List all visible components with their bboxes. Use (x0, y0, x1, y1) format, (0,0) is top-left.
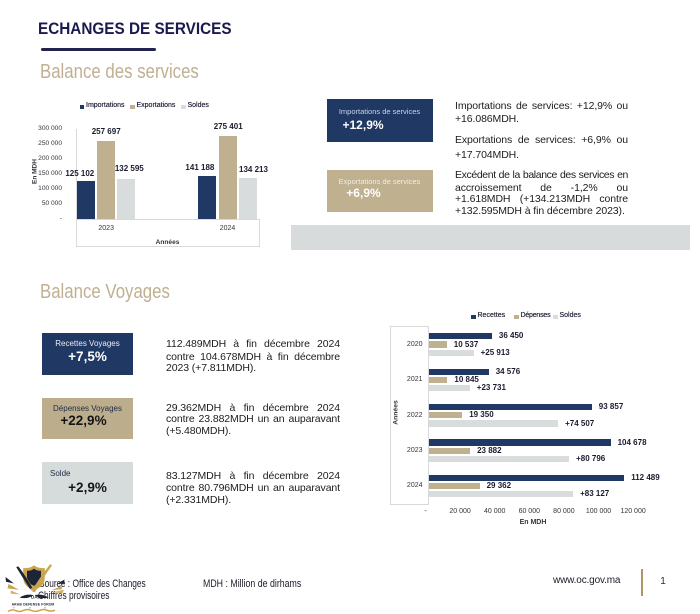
svg-text:DAF: DAF (31, 595, 41, 600)
svg-text:ARAB DEFENSE FORUM: ARAB DEFENSE FORUM (12, 603, 55, 607)
